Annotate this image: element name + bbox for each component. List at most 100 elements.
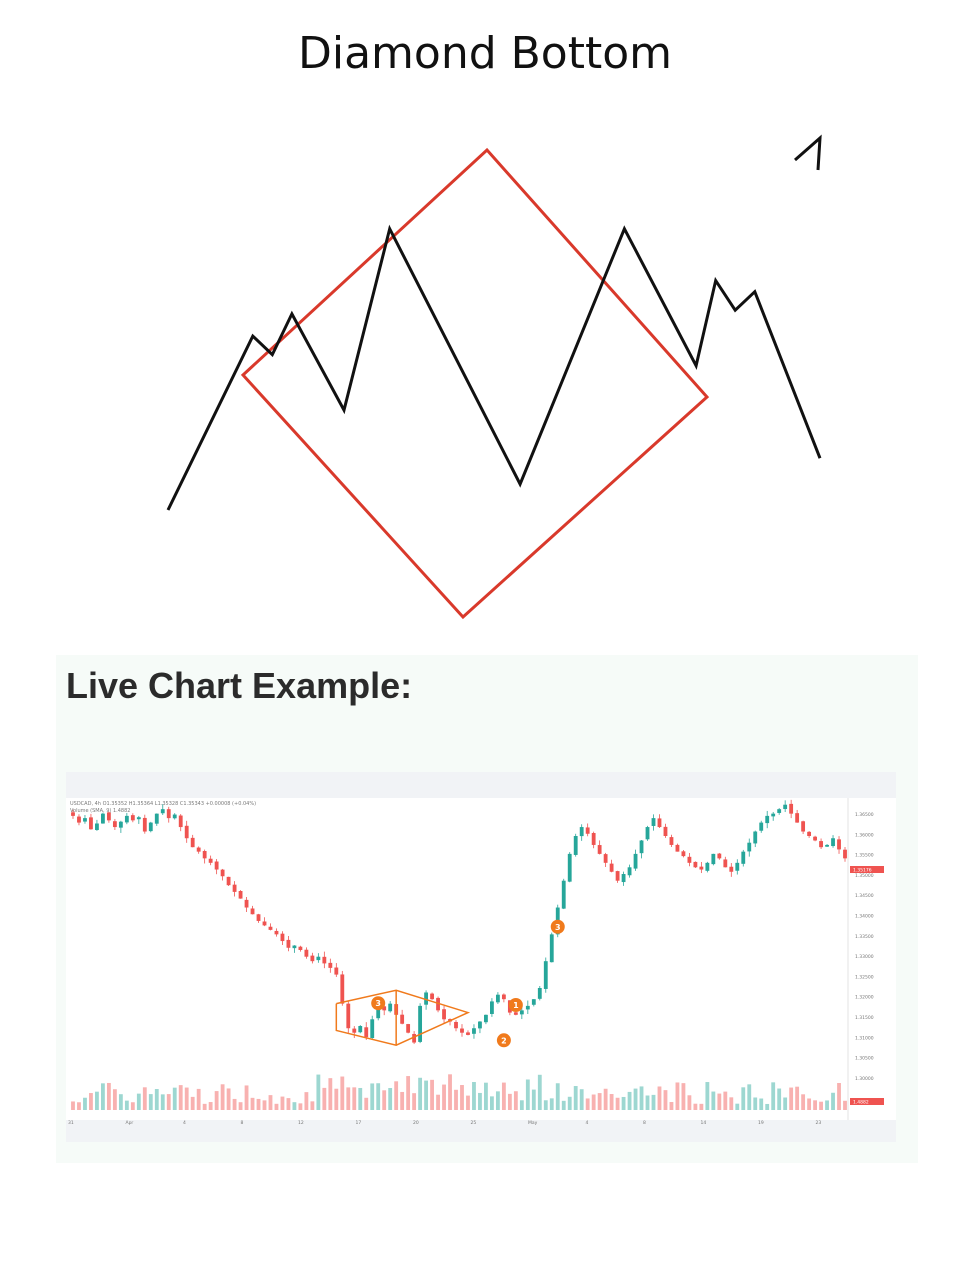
candle-body — [561, 880, 566, 909]
live-chart-frame: 1 2 3 3 1.36500 1.36000 1.35500 1.35000 1.34500 1… — [66, 772, 896, 1142]
candle-body — [172, 814, 177, 819]
x-tick-label: 31 — [68, 1120, 74, 1126]
x-tick-label: 19 — [758, 1120, 764, 1126]
candle-body — [567, 853, 572, 882]
candle-body — [214, 861, 219, 870]
volume-bar — [519, 1100, 524, 1110]
candle-body — [495, 994, 500, 1003]
volume-bar — [244, 1085, 249, 1110]
volume-bar — [711, 1091, 716, 1110]
volume-bar — [687, 1095, 692, 1110]
candle-body — [807, 831, 812, 836]
candle-body — [346, 1003, 351, 1029]
candle-body — [220, 869, 225, 877]
volume-bar — [585, 1098, 590, 1110]
diagram-title: Diamond Bottom — [297, 28, 673, 79]
x-tick-label: May — [528, 1120, 538, 1126]
volume-bar — [358, 1087, 363, 1110]
x-tick-label: 8 — [241, 1120, 244, 1126]
y-tick-label: 1.33500 — [855, 934, 874, 940]
volume-bar — [77, 1102, 81, 1110]
volume-bar — [819, 1101, 823, 1110]
volume-bar — [783, 1097, 788, 1110]
candle-body — [268, 926, 273, 930]
volume-bar — [837, 1083, 841, 1110]
live-chart-heading: Live Chart Example: — [66, 665, 413, 706]
candle-body — [735, 862, 740, 871]
volume-bar — [136, 1093, 141, 1110]
x-tick-label: 4 — [586, 1120, 589, 1126]
volume-bar — [478, 1092, 482, 1110]
volume-badge-label: 1.4882 — [853, 1100, 869, 1106]
candle-body — [274, 930, 279, 935]
volume-bar — [609, 1094, 614, 1110]
candle-body — [310, 955, 315, 962]
candle-body — [543, 961, 548, 989]
volume-bar — [184, 1087, 189, 1110]
candle-body — [226, 876, 231, 886]
candle-body — [771, 813, 776, 817]
volume-bar — [669, 1102, 674, 1110]
volume-legend: Volume (SMA, 9) 1.4882 — [70, 808, 131, 814]
volume-bar — [364, 1097, 369, 1110]
volume-bar — [501, 1082, 506, 1110]
candle-body — [831, 838, 835, 847]
candle-body — [513, 1012, 518, 1015]
volume-bar — [753, 1097, 758, 1110]
candle-body — [615, 871, 620, 881]
candle-body — [765, 815, 770, 824]
volume-bar — [124, 1100, 129, 1110]
x-tick-label: 14 — [701, 1120, 707, 1126]
volume-bar — [406, 1076, 411, 1110]
candle-body — [699, 866, 704, 870]
volume-bar — [633, 1088, 638, 1110]
candle-body — [232, 884, 237, 892]
volume-bar — [741, 1087, 746, 1110]
volume-bar — [681, 1083, 686, 1110]
pattern-marker-label: 3 — [555, 923, 561, 932]
candle-body — [789, 803, 794, 814]
volume-bar — [202, 1103, 207, 1110]
volume-bar — [262, 1100, 267, 1110]
volume-bar — [160, 1094, 165, 1110]
volume-bar — [214, 1091, 219, 1110]
volume-bar — [292, 1102, 297, 1110]
candle-body — [298, 946, 303, 950]
candle-body — [723, 859, 728, 868]
candle-body — [472, 1028, 476, 1034]
diamond-bottom-diagram — [166, 134, 822, 620]
y-tick-label: 1.35500 — [855, 853, 874, 859]
volume-bar — [382, 1090, 387, 1110]
volume-badge — [850, 1098, 884, 1105]
volume-bar — [495, 1091, 500, 1110]
volume-bar — [232, 1098, 237, 1110]
volume-bar — [615, 1097, 620, 1110]
y-tick-label: 1.35000 — [855, 873, 874, 879]
volume-bar — [513, 1091, 518, 1110]
volume-bar — [256, 1098, 261, 1110]
price-path-line — [166, 224, 822, 511]
volume-bar — [310, 1101, 315, 1110]
candle-body — [424, 992, 428, 1005]
volume-bar — [148, 1094, 153, 1110]
x-tick-label: 20 — [413, 1120, 419, 1126]
volume-bar — [705, 1082, 710, 1110]
volume-bar — [298, 1103, 303, 1110]
candle-body — [238, 890, 243, 899]
volume-bar — [412, 1093, 417, 1110]
volume-bar — [448, 1074, 452, 1110]
volume-bar — [579, 1089, 584, 1110]
volume-bar — [250, 1097, 255, 1110]
candle-body — [364, 1027, 369, 1038]
candle-body — [537, 988, 542, 999]
volume-bar — [130, 1102, 135, 1110]
candle-body — [717, 853, 722, 859]
volume-bar — [370, 1083, 375, 1110]
last-price-label: 1.35176 — [853, 868, 872, 874]
x-tick-label: 8 — [643, 1120, 646, 1126]
candle-body — [304, 949, 309, 957]
pattern-marker-label: 1 — [513, 1001, 519, 1010]
x-tick-label: 4 — [183, 1120, 186, 1126]
candle-body — [322, 956, 327, 964]
candle-body — [759, 822, 764, 831]
